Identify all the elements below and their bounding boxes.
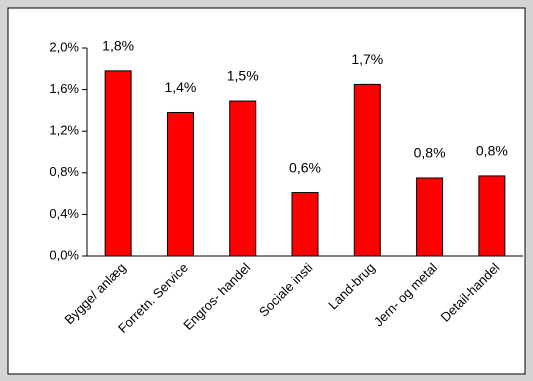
value-label: 0,8% bbox=[476, 143, 508, 159]
y-tick-label: 0,0% bbox=[49, 247, 79, 262]
bar bbox=[104, 70, 132, 257]
value-label: 1,8% bbox=[102, 38, 134, 54]
bar bbox=[166, 111, 194, 257]
y-tick-label: 0,8% bbox=[49, 164, 79, 179]
bar bbox=[416, 177, 444, 257]
y-tick-label: 1,2% bbox=[49, 123, 79, 138]
bar bbox=[353, 83, 381, 257]
value-label: 0,6% bbox=[289, 159, 321, 175]
value-label: 0,8% bbox=[414, 145, 446, 161]
value-label: 1,5% bbox=[227, 68, 259, 84]
y-tick-label: 2,0% bbox=[49, 39, 79, 54]
bar bbox=[229, 100, 257, 257]
value-label: 1,4% bbox=[164, 79, 196, 95]
value-label: 1,7% bbox=[351, 51, 383, 67]
bar bbox=[291, 192, 319, 257]
y-tick-label: 1,6% bbox=[49, 81, 79, 96]
y-tick-label: 0,4% bbox=[49, 206, 79, 221]
bar bbox=[478, 175, 506, 257]
